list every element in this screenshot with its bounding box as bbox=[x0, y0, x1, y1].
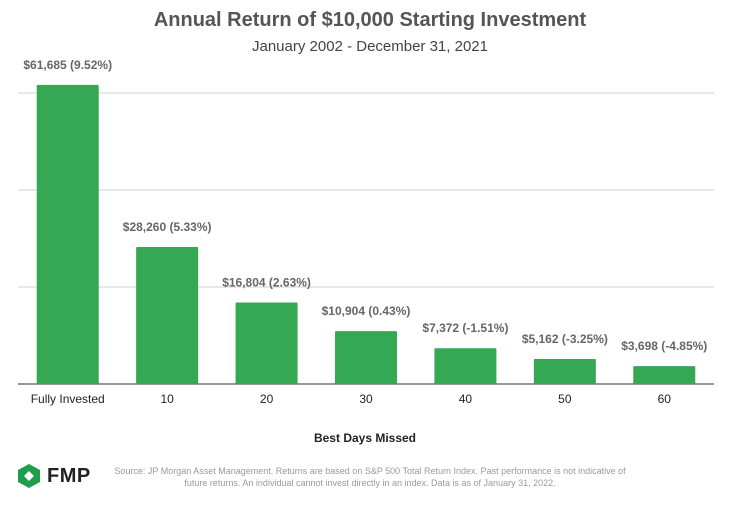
bar bbox=[533, 358, 596, 384]
x-tick-label: 60 bbox=[658, 392, 672, 406]
data-label: $3,698 (-4.85%) bbox=[621, 339, 707, 353]
bar bbox=[434, 348, 497, 384]
x-tick-label: 40 bbox=[459, 392, 473, 406]
x-axis-label: Best Days Missed bbox=[313, 431, 417, 445]
chart-title: Annual Return of $10,000 Starting Invest… bbox=[153, 9, 587, 31]
fmp-logo: FMP bbox=[16, 463, 91, 489]
data-label: $7,372 (-1.51%) bbox=[422, 321, 508, 335]
data-label: $61,685 (9.52%) bbox=[23, 58, 112, 72]
bar bbox=[36, 84, 99, 384]
bar bbox=[136, 246, 199, 384]
bar bbox=[335, 331, 397, 384]
source-note: Source: JP Morgan Asset Management. Retu… bbox=[114, 466, 626, 488]
chart-subtitle: January 2002 - December 31, 2021 bbox=[252, 38, 488, 55]
x-tick-label: 20 bbox=[260, 392, 274, 406]
x-tick-label: 50 bbox=[558, 392, 572, 406]
logo-text: FMP bbox=[47, 464, 91, 487]
bar bbox=[633, 366, 696, 384]
x-tick-label: 10 bbox=[160, 392, 174, 406]
bar-chart-plot: $61,685 (9.52%) Fully Invested $28,260 (5.… bbox=[18, 58, 714, 406]
fmp-logo-icon bbox=[18, 464, 40, 488]
bar bbox=[235, 302, 298, 384]
data-label: $5,162 (-3.25%) bbox=[522, 332, 608, 346]
x-tick-label: 30 bbox=[359, 392, 373, 406]
data-label: $10,904 (0.43%) bbox=[322, 304, 411, 318]
x-tick-label: Fully Invested bbox=[31, 392, 105, 406]
data-label: $28,260 (5.33%) bbox=[123, 220, 212, 234]
data-label: $16,804 (2.63%) bbox=[222, 276, 311, 290]
